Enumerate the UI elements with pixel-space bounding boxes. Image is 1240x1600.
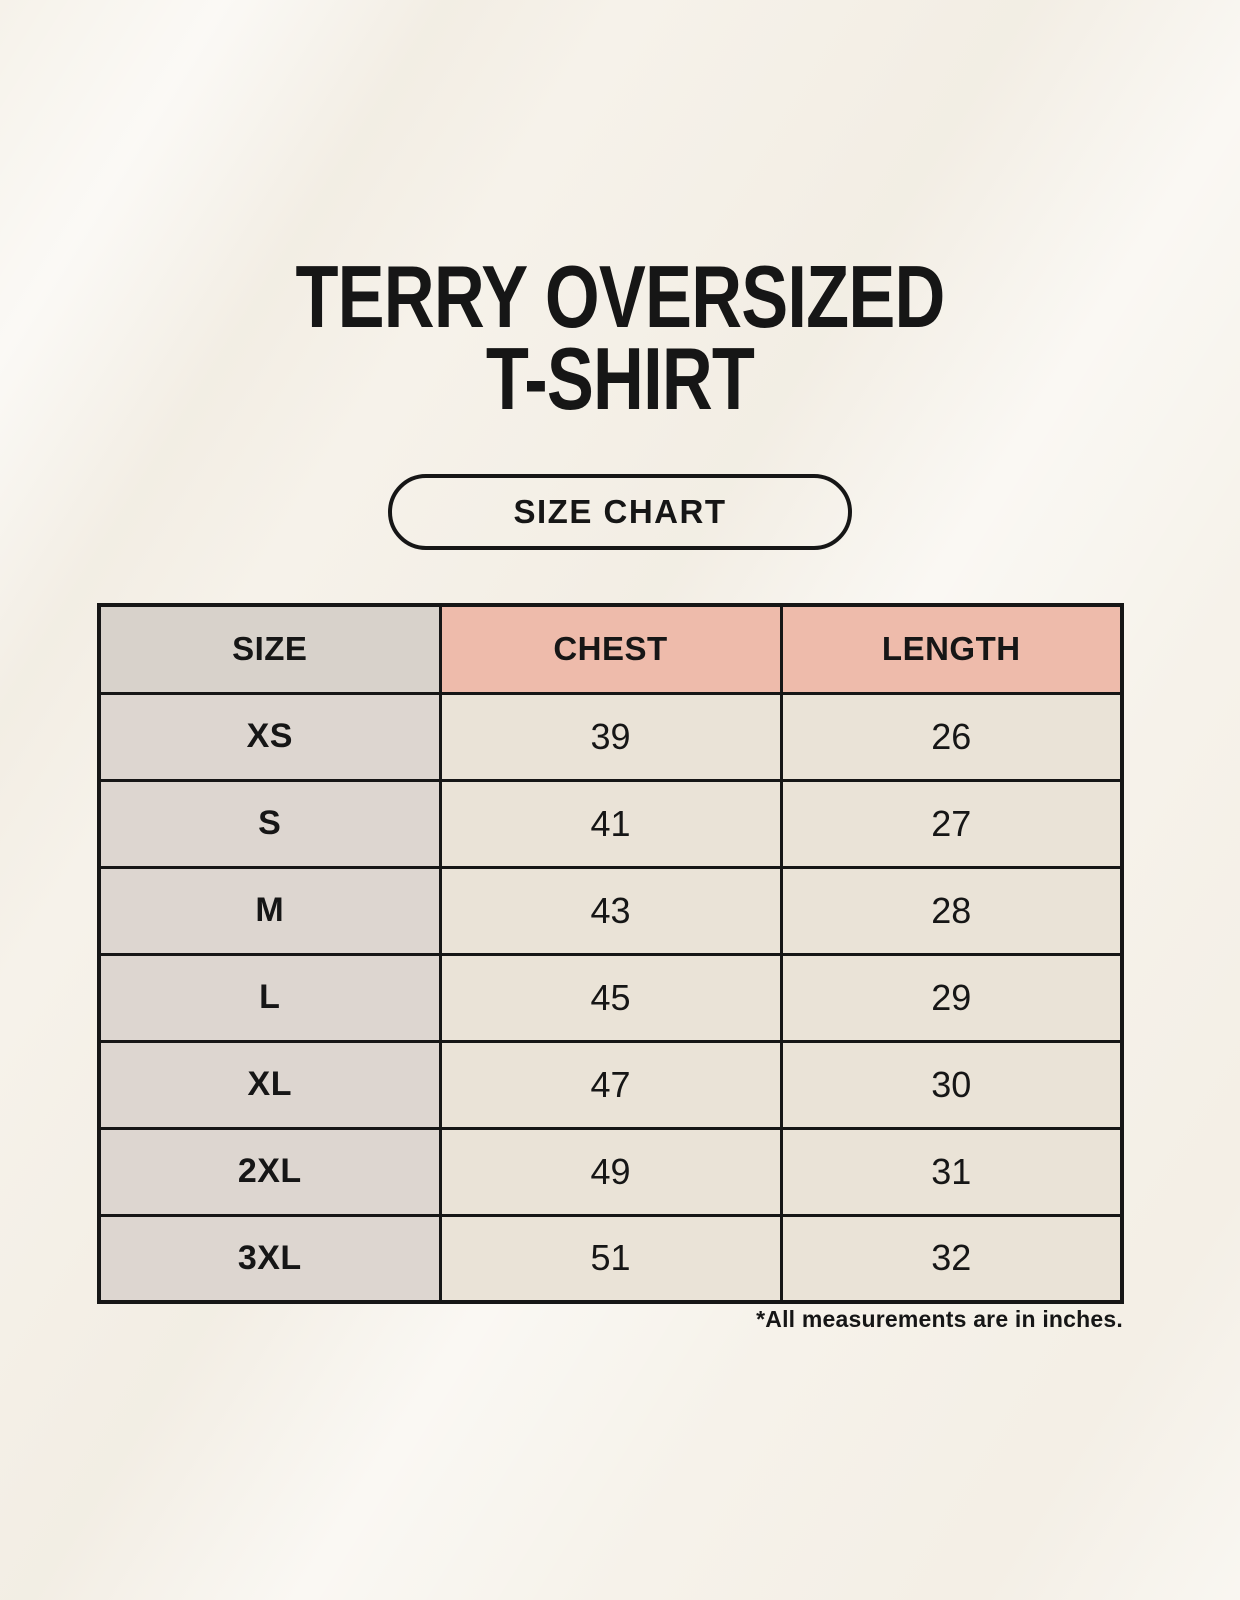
product-title: TERRY OVERSIZED T-SHIRT <box>124 253 1116 423</box>
table-row: 3XL 51 32 <box>97 1213 1124 1304</box>
table-header-row: SIZE CHEST LENGTH <box>97 603 1124 695</box>
length-cell: 32 <box>779 1213 1124 1304</box>
table-row: L 45 29 <box>97 952 1124 1043</box>
size-chart-badge[interactable]: SIZE CHART <box>388 474 852 550</box>
size-cell: L <box>97 952 442 1043</box>
table-row: M 43 28 <box>97 865 1124 956</box>
length-cell: 28 <box>779 865 1124 956</box>
size-cell: S <box>97 778 442 869</box>
column-header-size: SIZE <box>97 603 442 695</box>
table-row: S 41 27 <box>97 778 1124 869</box>
length-cell: 27 <box>779 778 1124 869</box>
length-cell: 31 <box>779 1126 1124 1217</box>
size-cell: 2XL <box>97 1126 442 1217</box>
size-cell: XS <box>97 691 442 782</box>
product-title-line-1: TERRY OVERSIZED <box>295 247 945 346</box>
length-cell: 30 <box>779 1039 1124 1130</box>
size-cell: 3XL <box>97 1213 442 1304</box>
table-row: XL 47 30 <box>97 1039 1124 1130</box>
chest-cell: 47 <box>438 1039 783 1130</box>
size-cell: M <box>97 865 442 956</box>
size-table-container: SIZE CHEST LENGTH XS 39 26 S 41 27 M 43 … <box>97 603 1124 1304</box>
size-cell: XL <box>97 1039 442 1130</box>
size-table: SIZE CHEST LENGTH XS 39 26 S 41 27 M 43 … <box>97 603 1124 1304</box>
chest-cell: 41 <box>438 778 783 869</box>
product-title-line-2: T-SHIRT <box>485 328 755 428</box>
length-cell: 29 <box>779 952 1124 1043</box>
table-row: 2XL 49 31 <box>97 1126 1124 1217</box>
length-cell: 26 <box>779 691 1124 782</box>
chest-cell: 45 <box>438 952 783 1043</box>
chest-cell: 49 <box>438 1126 783 1217</box>
column-header-length: LENGTH <box>779 603 1124 695</box>
chest-cell: 43 <box>438 865 783 956</box>
chest-cell: 39 <box>438 691 783 782</box>
size-chart-badge-label: SIZE CHART <box>513 493 727 530</box>
measurements-footnote: *All measurements are in inches. <box>756 1306 1123 1332</box>
column-header-chest: CHEST <box>438 603 783 695</box>
chest-cell: 51 <box>438 1213 783 1304</box>
table-row: XS 39 26 <box>97 691 1124 782</box>
